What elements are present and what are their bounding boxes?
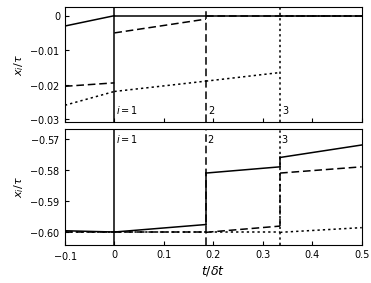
Text: 2: 2 — [208, 106, 214, 116]
X-axis label: $t/\delta t$: $t/\delta t$ — [201, 264, 225, 278]
Text: 3: 3 — [282, 136, 288, 145]
Text: 3: 3 — [282, 106, 288, 116]
Y-axis label: $x_i/\tau$: $x_i/\tau$ — [12, 176, 26, 198]
Y-axis label: $x_i/\tau$: $x_i/\tau$ — [13, 54, 26, 76]
Text: $i=1$: $i=1$ — [116, 133, 138, 145]
Text: $i=1$: $i=1$ — [116, 104, 138, 116]
Text: 2: 2 — [207, 136, 214, 145]
